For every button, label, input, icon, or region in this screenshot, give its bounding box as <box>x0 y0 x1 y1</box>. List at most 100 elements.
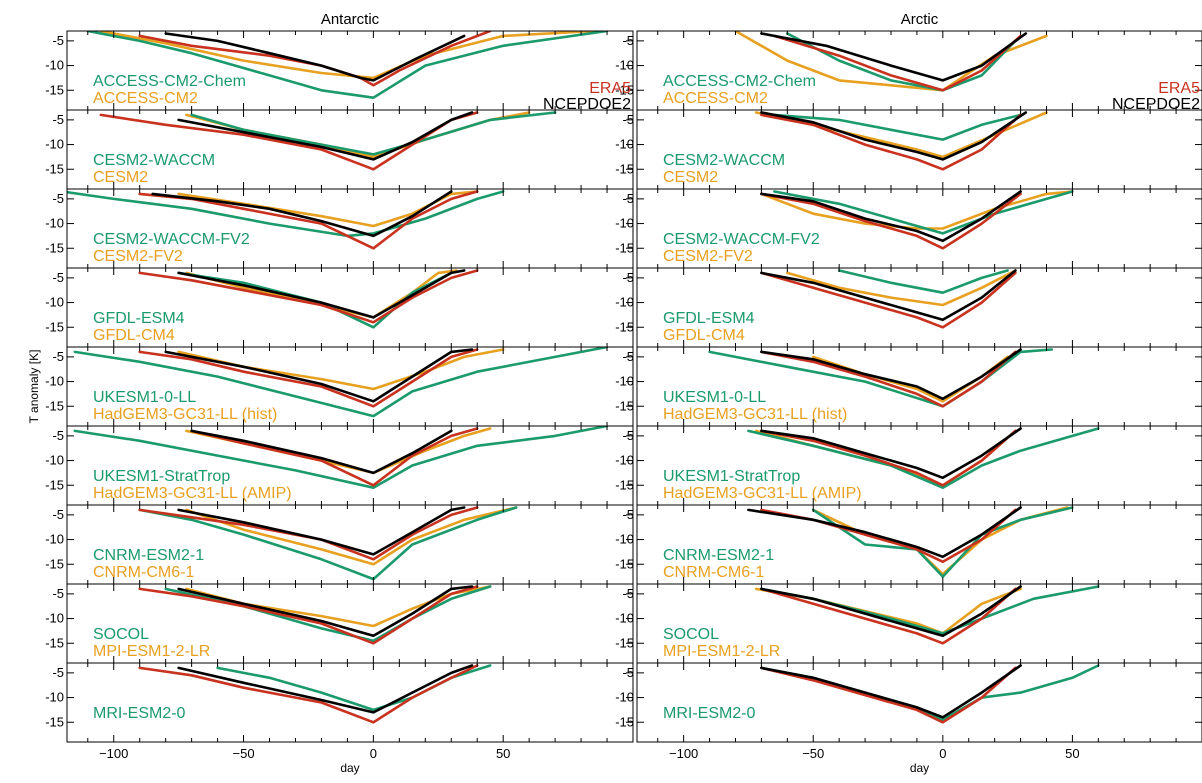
y-tick-label: -15 <box>45 477 64 492</box>
series-group <box>138 269 479 329</box>
series-line-ncepdoe2 <box>760 348 1022 401</box>
series-line-era5 <box>760 192 1022 250</box>
legend-ncepdoe2: NCEPDOE2 <box>543 96 631 113</box>
series-line-chem <box>86 31 609 99</box>
panel-frame <box>636 662 1202 743</box>
panel-arctic-6: -5 -10 -15 UKESM1-StratTropHadGEM3-GC31-LL … <box>615 425 1202 506</box>
series-line-era5 <box>760 350 1017 408</box>
model-label-chem: CNRM-ESM2-1 <box>93 547 204 564</box>
series-line-ncepdoe2 <box>177 269 466 319</box>
legend-ncepdoe2: NCEPDOE2 <box>1112 96 1200 113</box>
y-tick-label: -5 <box>622 112 634 127</box>
y-tick-label: -15 <box>615 82 634 97</box>
series-group <box>138 585 492 645</box>
y-tick-label: -15 <box>615 556 634 571</box>
y-tick-label: -10 <box>615 611 634 626</box>
y-tick-label: -10 <box>615 137 634 152</box>
y-tick-label: -10 <box>45 453 64 468</box>
y-tick-label: -10 <box>45 532 64 547</box>
y-tick-label: -15 <box>615 398 634 413</box>
model-label-nochem: HadGEM3-GC31-LL (hist) <box>663 406 847 423</box>
y-tick-label: -15 <box>615 635 634 650</box>
series-line-era5 <box>760 666 1017 724</box>
series-line-ncepdoe2 <box>760 111 1028 161</box>
series-line-era5 <box>773 34 1022 92</box>
model-label-chem: CESM2-WACCM <box>93 152 215 169</box>
series-line-era5 <box>760 113 1022 171</box>
y-tick-label: -5 <box>622 507 634 522</box>
series-line-chem <box>811 506 1074 578</box>
series-group <box>708 348 1053 408</box>
y-tick-label: -10 <box>615 295 634 310</box>
y-tick-label: -10 <box>45 295 64 310</box>
y-tick-label: -5 <box>52 349 64 364</box>
y-tick-label: -15 <box>615 240 634 255</box>
series-line-era5 <box>760 271 1017 329</box>
y-tick-label: -15 <box>45 398 64 413</box>
series-group <box>734 31 1048 92</box>
y-tick-label: -10 <box>45 216 64 231</box>
y-tick-label: -5 <box>622 665 634 680</box>
model-label-nochem: GFDL-CM4 <box>663 327 745 344</box>
model-label-chem: CESM2-WACCM-FV2 <box>93 231 250 248</box>
series-line-ncepdoe2 <box>151 190 453 238</box>
y-tick-label: -15 <box>615 319 634 334</box>
series-group <box>99 111 557 171</box>
series-line-ncepdoe2 <box>760 32 1028 82</box>
panel-arctic-9: -5 -10 -15 MRI-ESM2-0 <box>615 662 1202 743</box>
model-label-chem: UKESM1-StratTrop <box>93 468 230 485</box>
model-label-chem: ACCESS-CM2-Chem <box>93 73 246 90</box>
model-label-chem: UKESM1-0-LL <box>663 389 766 406</box>
model-label-nochem: CESM2 <box>93 169 148 186</box>
x-tick-label: 0 <box>939 746 946 761</box>
model-label-chem: SOCOL <box>93 626 149 643</box>
y-tick-label: -15 <box>45 556 64 571</box>
series-line-chem <box>67 190 505 238</box>
series-line-chem <box>786 32 1017 92</box>
model-label-nochem: CESM2-FV2 <box>93 248 183 265</box>
y-tick-label: -15 <box>45 161 64 176</box>
x-tick-label: −100 <box>669 746 698 761</box>
panel-frame <box>66 662 634 743</box>
x-tick-label: −50 <box>233 746 255 761</box>
series-line-era5 <box>760 429 1017 487</box>
series-line-chem <box>73 347 609 418</box>
series-line-era5 <box>138 348 479 408</box>
model-label-nochem: HadGEM3-GC31-LL (AMIP) <box>663 485 862 502</box>
y-tick-label: -15 <box>45 82 64 97</box>
series-line-ncepdoe2 <box>760 427 1022 480</box>
series-line-ncepdoe2 <box>760 664 1022 719</box>
model-label-chem: MRI-ESM2-0 <box>93 705 186 722</box>
x-axis-label: day <box>340 761 359 775</box>
series-group <box>754 585 1100 645</box>
model-label-nochem: CNRM-CM6-1 <box>93 564 194 581</box>
series-line-nochem <box>185 506 518 566</box>
x-tick-label: −100 <box>99 746 128 761</box>
y-tick-label: -5 <box>52 428 64 443</box>
series-group <box>73 426 609 489</box>
y-tick-label: -5 <box>52 270 64 285</box>
y-tick-label: -10 <box>615 58 634 73</box>
series-group <box>754 111 1048 171</box>
y-tick-label: -5 <box>52 112 64 127</box>
x-tick-label: −50 <box>802 746 824 761</box>
model-label-chem: UKESM1-0-LL <box>93 389 196 406</box>
model-label-nochem: CESM2 <box>663 169 718 186</box>
y-tick-label: -15 <box>615 714 634 729</box>
series-line-chem <box>837 269 1009 294</box>
series-group <box>138 506 518 581</box>
y-tick-label: -5 <box>52 586 64 601</box>
series-line-ncepdoe2 <box>190 429 453 475</box>
model-label-nochem: MPI-ESM1-2-LR <box>663 643 780 660</box>
y-tick-label: -10 <box>45 374 64 389</box>
series-line-ncepdoe2 <box>760 190 1022 243</box>
x-tick-label: 50 <box>496 746 510 761</box>
series-line-ncepdoe2 <box>177 111 474 161</box>
series-line-ncepdoe2 <box>177 664 474 714</box>
series-line-era5 <box>190 427 479 487</box>
x-tick-label: 50 <box>1065 746 1079 761</box>
